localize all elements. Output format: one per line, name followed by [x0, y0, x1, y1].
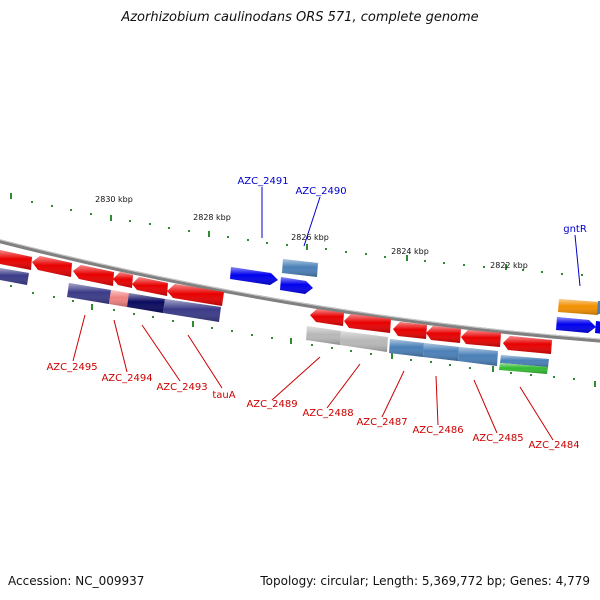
gene-arrow[interactable] — [597, 301, 600, 314]
scale-label: 2826 kbp — [291, 233, 329, 242]
gene-label[interactable]: AZC_2485 — [472, 433, 523, 444]
gene-label[interactable]: tauA — [212, 390, 235, 401]
scale-label: 2822 kbp — [490, 261, 528, 270]
scale-label: 2824 kbp — [391, 247, 429, 256]
gene-label[interactable]: AZC_2486 — [412, 425, 463, 436]
forward-label-leaders — [261, 187, 581, 287]
gene-arrow[interactable] — [595, 321, 600, 334]
genome-backbone — [0, 239, 600, 343]
reverse-label-leaders — [72, 314, 554, 441]
gene-label[interactable]: AZC_2488 — [302, 408, 353, 419]
scale-label: 2830 kbp — [95, 195, 133, 204]
gene-label[interactable]: AZC_2489 — [246, 399, 297, 410]
reverse-strand-genes — [0, 250, 552, 374]
scale-label: 2828 kbp — [193, 213, 231, 222]
forward-strand-genes — [230, 259, 600, 334]
map-title: Azorhizobium caulinodans ORS 571, comple… — [121, 10, 479, 25]
genome-summary-text: Topology: circular; Length: 5,369,772 bp… — [260, 574, 590, 588]
gene-label[interactable]: AZC_2493 — [156, 382, 207, 393]
inner-tick-track — [10, 285, 596, 387]
gene-label[interactable]: AZC_2484 — [528, 440, 579, 451]
gene-label[interactable]: AZC_2491 — [237, 176, 288, 187]
accession-text: Accession: NC_009937 — [8, 574, 145, 588]
gene-label[interactable]: AZC_2487 — [356, 417, 407, 428]
gene-label[interactable]: AZC_2490 — [295, 186, 346, 197]
gene-label[interactable]: AZC_2495 — [46, 362, 97, 373]
outer-tick-track — [10, 193, 583, 276]
gene-label[interactable]: gntR — [563, 224, 587, 235]
gene-label[interactable]: AZC_2494 — [101, 373, 152, 384]
